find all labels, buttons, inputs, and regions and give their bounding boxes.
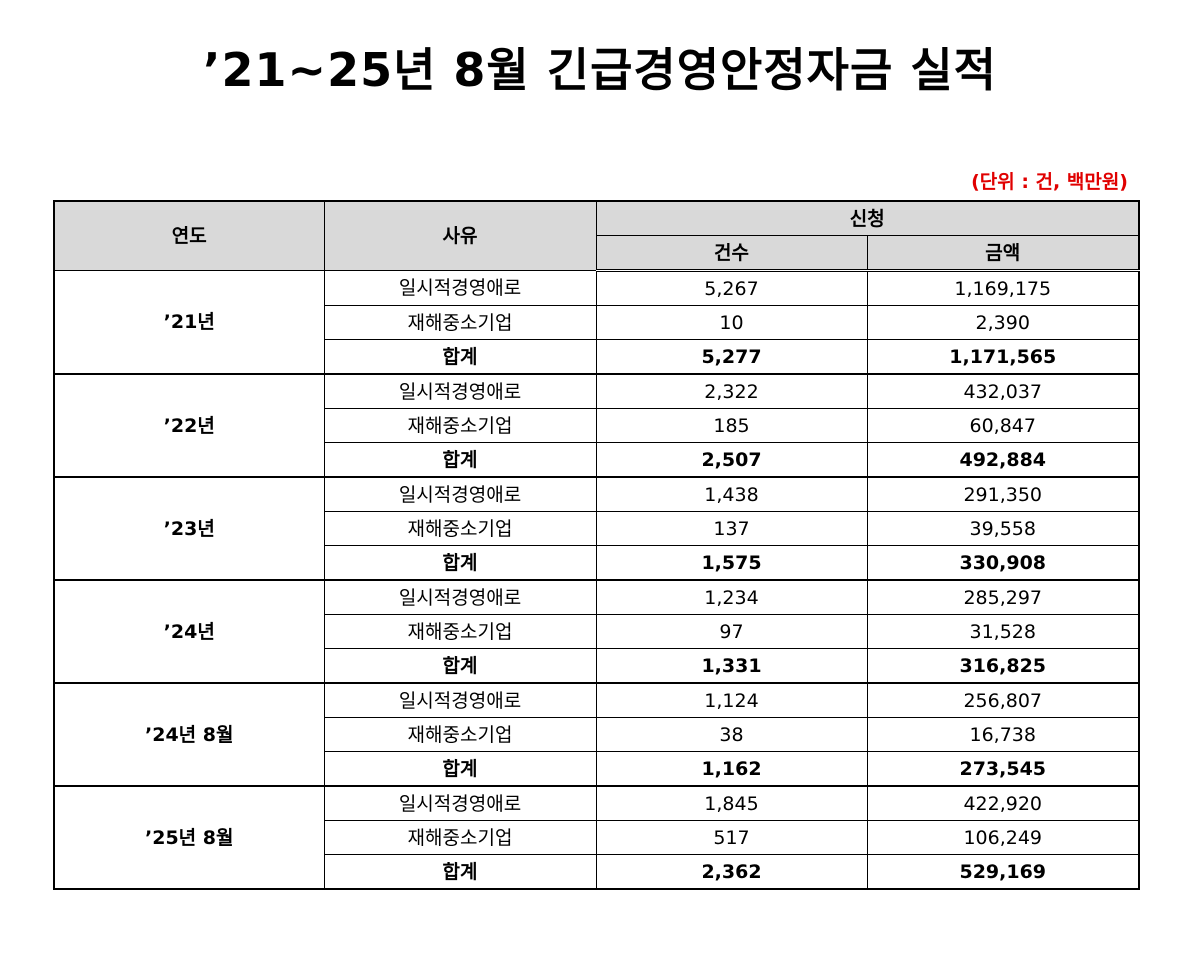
reason-cell: 일시적경영애로 (323, 579, 597, 615)
header-count: 건수 (595, 235, 868, 272)
reason-cell: 합계 (323, 751, 597, 787)
total-row: 합계 1,575 330,908 (54, 545, 1140, 581)
count-cell: 5,267 (595, 270, 868, 306)
count-cell: 137 (595, 511, 868, 546)
count-cell: 185 (595, 408, 868, 443)
reason-cell: 일시적경영애로 (323, 270, 597, 306)
amount-cell: 422,920 (866, 785, 1140, 821)
count-cell: 1,438 (595, 476, 868, 512)
count-cell: 1,331 (595, 648, 868, 684)
table-row: 재해중소기업 517 106,249 (54, 820, 1140, 855)
amount-cell: 273,545 (866, 751, 1140, 787)
year-cell: ’24년 (53, 579, 325, 684)
table-row: ’21년 일시적경영애로 5,267 1,169,175 (53, 270, 1140, 375)
table-header: 연도 사유 신청 건수 금액 (53, 200, 1140, 272)
header-application: 신청 (595, 200, 1140, 236)
table-row: ’24년 8월 일시적경영애로 1,124 256,807 (53, 682, 1140, 787)
count-cell: 38 (595, 717, 868, 752)
total-row: 합계 2,507 492,884 (54, 442, 1140, 478)
year-cell: ’22년 (53, 373, 325, 478)
amount-cell: 316,825 (866, 648, 1140, 684)
page-title: ’21~25년 8월 긴급경영안정자금 실적 (203, 43, 997, 97)
reason-cell: 일시적경영애로 (323, 785, 597, 821)
year-cell: ’25년 8월 (53, 785, 325, 890)
amount-cell: 60,847 (866, 408, 1140, 443)
header-amount: 금액 (866, 235, 1140, 272)
reason-cell: 합계 (323, 854, 597, 890)
amount-cell: 529,169 (866, 854, 1140, 890)
table-row: 재해중소기업 137 39,558 (54, 511, 1140, 546)
count-cell: 2,322 (595, 373, 868, 409)
amount-cell: 16,738 (866, 717, 1140, 752)
amount-cell: 492,884 (866, 442, 1140, 478)
table-row: ’24년 일시적경영애로 1,234 285,297 (53, 579, 1140, 684)
reason-cell: 재해중소기업 (323, 511, 597, 546)
count-cell: 517 (595, 820, 868, 855)
reason-cell: 재해중소기업 (323, 305, 597, 340)
count-cell: 5,277 (595, 339, 868, 375)
table-row: 재해중소기업 97 31,528 (54, 614, 1140, 649)
total-row: 합계 1,162 273,545 (54, 751, 1140, 787)
table-row: ’23년 일시적경영애로 1,438 291,350 (53, 476, 1140, 581)
count-cell: 97 (595, 614, 868, 649)
reason-cell: 일시적경영애로 (323, 373, 597, 409)
results-table: 연도 사유 신청 건수 금액 ’21년 일시적경영애로 5,267 1,169,… (53, 200, 1140, 890)
count-cell: 1,162 (595, 751, 868, 787)
amount-cell: 31,528 (866, 614, 1140, 649)
reason-cell: 일시적경영애로 (323, 476, 597, 512)
count-cell: 2,507 (595, 442, 868, 478)
count-cell: 1,124 (595, 682, 868, 718)
year-cell: ’23년 (53, 476, 325, 581)
count-cell: 2,362 (595, 854, 868, 890)
amount-cell: 432,037 (866, 373, 1140, 409)
amount-cell: 285,297 (866, 579, 1140, 615)
amount-cell: 256,807 (866, 682, 1140, 718)
header-reason: 사유 (323, 200, 597, 271)
year-cell: ’21년 (53, 270, 325, 375)
total-row: 합계 5,277 1,171,565 (54, 339, 1140, 375)
amount-cell: 106,249 (866, 820, 1140, 855)
amount-cell: 291,350 (866, 476, 1140, 512)
amount-cell: 39,558 (866, 511, 1140, 546)
amount-cell: 2,390 (866, 305, 1140, 340)
table-body: ’21년 일시적경영애로 5,267 1,169,175 재해중소기업 10 2… (53, 270, 1140, 890)
header-year: 연도 (53, 200, 325, 271)
reason-cell: 합계 (323, 442, 597, 478)
amount-cell: 1,169,175 (866, 270, 1140, 306)
total-row: 합계 1,331 316,825 (54, 648, 1140, 684)
table-row: ’22년 일시적경영애로 2,322 432,037 (53, 373, 1140, 478)
reason-cell: 재해중소기업 (323, 614, 597, 649)
total-row: 합계 2,362 529,169 (54, 854, 1140, 890)
reason-cell: 일시적경영애로 (323, 682, 597, 718)
reason-cell: 재해중소기업 (323, 408, 597, 443)
reason-cell: 합계 (323, 339, 597, 375)
reason-cell: 합계 (323, 545, 597, 581)
count-cell: 1,845 (595, 785, 868, 821)
reason-cell: 재해중소기업 (323, 820, 597, 855)
table-row: 재해중소기업 38 16,738 (54, 717, 1140, 752)
reason-cell: 합계 (323, 648, 597, 684)
unit-note: (단위 : 건, 백만원) (971, 171, 1128, 193)
reason-cell: 재해중소기업 (323, 717, 597, 752)
table-row: 재해중소기업 10 2,390 (54, 305, 1140, 340)
table-row: ’25년 8월 일시적경영애로 1,845 422,920 (53, 785, 1140, 890)
year-cell: ’24년 8월 (53, 682, 325, 787)
count-cell: 1,234 (595, 579, 868, 615)
amount-cell: 1,171,565 (866, 339, 1140, 375)
amount-cell: 330,908 (866, 545, 1140, 581)
count-cell: 10 (595, 305, 868, 340)
table-row: 재해중소기업 185 60,847 (54, 408, 1140, 443)
count-cell: 1,575 (595, 545, 868, 581)
